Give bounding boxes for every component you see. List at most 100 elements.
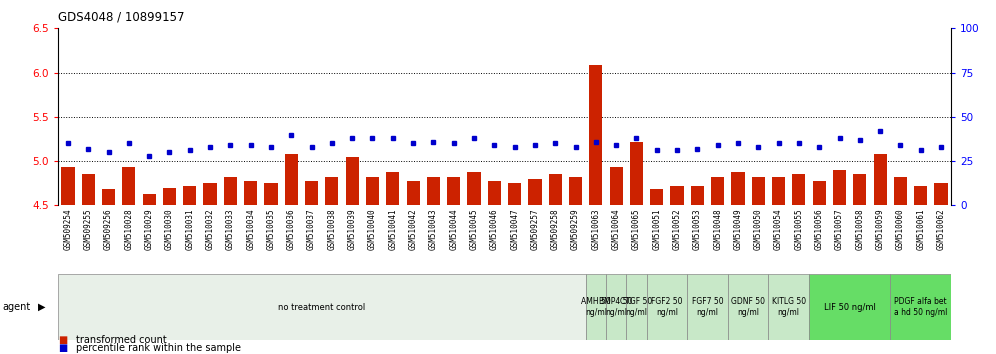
Bar — [62, 167, 75, 205]
Text: LIF 50 ng/ml: LIF 50 ng/ml — [824, 303, 875, 312]
Text: GSM510038: GSM510038 — [328, 209, 337, 251]
Text: GSM510065: GSM510065 — [631, 209, 641, 251]
Text: GSM510062: GSM510062 — [936, 209, 945, 251]
Text: AMH 50
ng/ml: AMH 50 ng/ml — [581, 297, 611, 317]
Text: GSM510059: GSM510059 — [875, 209, 884, 251]
Text: GSM510032: GSM510032 — [205, 209, 214, 251]
Bar — [586, 274, 606, 340]
Bar — [590, 65, 603, 205]
Text: KITLG 50
ng/ml: KITLG 50 ng/ml — [772, 297, 806, 317]
Text: GSM510047: GSM510047 — [510, 209, 519, 251]
Bar — [711, 177, 724, 205]
Bar — [528, 179, 542, 205]
Bar — [670, 186, 683, 205]
Text: GSM510046: GSM510046 — [490, 209, 499, 251]
Text: FGF2 50
ng/ml: FGF2 50 ng/ml — [651, 297, 682, 317]
Text: GSM510030: GSM510030 — [165, 209, 174, 251]
Text: GSM510054: GSM510054 — [774, 209, 783, 251]
Text: GSM510057: GSM510057 — [835, 209, 844, 251]
Bar — [244, 181, 257, 205]
Text: GSM510058: GSM510058 — [856, 209, 865, 251]
Text: GSM510050: GSM510050 — [754, 209, 763, 251]
Text: GSM510043: GSM510043 — [429, 209, 438, 251]
Text: GSM510042: GSM510042 — [408, 209, 417, 251]
Text: GSM510041: GSM510041 — [388, 209, 397, 251]
Bar — [792, 175, 806, 205]
Text: GSM510051: GSM510051 — [652, 209, 661, 251]
Text: percentile rank within the sample: percentile rank within the sample — [76, 343, 241, 353]
Bar — [162, 188, 176, 205]
Text: GSM510031: GSM510031 — [185, 209, 194, 251]
Bar — [646, 274, 687, 340]
Text: GSM509256: GSM509256 — [104, 209, 113, 251]
Bar — [833, 170, 847, 205]
Bar — [813, 181, 826, 205]
Bar — [873, 154, 886, 205]
Text: GSM509258: GSM509258 — [551, 209, 560, 251]
Bar — [326, 177, 339, 205]
Text: GSM510035: GSM510035 — [267, 209, 276, 251]
Text: GSM510039: GSM510039 — [348, 209, 357, 251]
Bar — [366, 177, 379, 205]
Bar — [346, 157, 359, 205]
Text: GSM510028: GSM510028 — [124, 209, 133, 251]
Bar — [569, 177, 582, 205]
Text: FGF7 50
ng/ml: FGF7 50 ng/ml — [691, 297, 723, 317]
Text: agent: agent — [2, 302, 30, 312]
Bar — [731, 172, 745, 205]
Bar — [82, 175, 95, 205]
Bar — [142, 194, 155, 205]
Bar — [687, 274, 728, 340]
Text: GSM509259: GSM509259 — [571, 209, 580, 251]
Text: GDS4048 / 10899157: GDS4048 / 10899157 — [58, 11, 184, 24]
Text: BMP4 50
ng/ml: BMP4 50 ng/ml — [600, 297, 632, 317]
Text: ▶: ▶ — [38, 302, 46, 312]
Text: GSM510036: GSM510036 — [287, 209, 296, 251]
Bar — [488, 181, 501, 205]
Bar — [752, 177, 765, 205]
Text: GSM509255: GSM509255 — [84, 209, 93, 251]
Bar — [893, 177, 907, 205]
Bar — [629, 142, 643, 205]
Bar — [224, 177, 237, 205]
Bar — [427, 177, 440, 205]
Text: GSM510034: GSM510034 — [246, 209, 255, 251]
Text: GSM510049: GSM510049 — [733, 209, 742, 251]
Text: GSM510064: GSM510064 — [612, 209, 621, 251]
Bar — [58, 274, 586, 340]
Bar — [305, 181, 318, 205]
Text: GSM510061: GSM510061 — [916, 209, 925, 251]
Text: GSM510040: GSM510040 — [368, 209, 377, 251]
Bar — [467, 172, 481, 205]
Bar — [914, 186, 927, 205]
Bar — [123, 167, 135, 205]
Bar — [102, 189, 116, 205]
Text: CTGF 50
ng/ml: CTGF 50 ng/ml — [621, 297, 652, 317]
Bar — [447, 177, 460, 205]
Text: no treatment control: no treatment control — [278, 303, 366, 312]
Text: GSM510029: GSM510029 — [144, 209, 153, 251]
Text: ■: ■ — [58, 335, 67, 345]
Bar — [691, 186, 704, 205]
Text: GSM510063: GSM510063 — [592, 209, 601, 251]
Bar — [626, 274, 646, 340]
Text: ■: ■ — [58, 343, 67, 353]
Bar — [606, 274, 626, 340]
Bar — [508, 183, 521, 205]
Text: GSM509257: GSM509257 — [531, 209, 540, 251]
Text: GSM510052: GSM510052 — [672, 209, 681, 251]
Bar — [406, 181, 419, 205]
Bar — [203, 183, 217, 205]
Bar — [285, 154, 298, 205]
Text: transformed count: transformed count — [76, 335, 166, 345]
Text: GSM510060: GSM510060 — [896, 209, 905, 251]
Text: PDGF alfa bet
a hd 50 ng/ml: PDGF alfa bet a hd 50 ng/ml — [894, 297, 947, 317]
Text: GSM510044: GSM510044 — [449, 209, 458, 251]
Bar — [934, 183, 947, 205]
Text: GSM510037: GSM510037 — [307, 209, 316, 251]
Bar — [610, 167, 622, 205]
Bar — [264, 183, 278, 205]
Bar — [728, 274, 769, 340]
Bar — [183, 186, 196, 205]
Text: GDNF 50
ng/ml: GDNF 50 ng/ml — [731, 297, 765, 317]
